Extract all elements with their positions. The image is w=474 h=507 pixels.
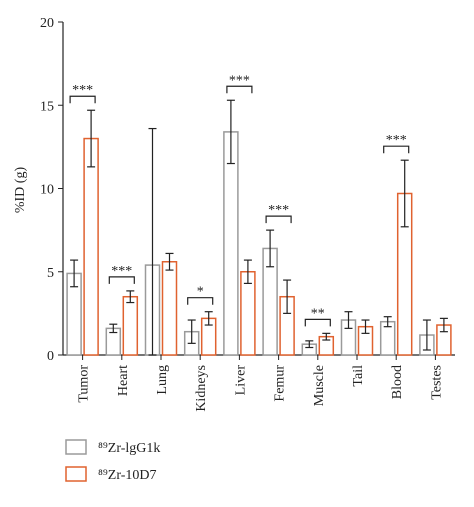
legend-swatch (65, 466, 87, 482)
bar (240, 271, 256, 356)
x-tick-label: Femur (273, 365, 288, 402)
bar (122, 295, 139, 356)
bar (161, 261, 178, 356)
significance-label: ** (311, 306, 325, 321)
bar (223, 131, 239, 356)
significance-label: *** (268, 203, 289, 218)
significance-bracket (383, 145, 410, 154)
x-tick-label: Heart (116, 365, 131, 396)
x-tick-label: Tail (351, 365, 366, 387)
x-tick-label: Lung (155, 365, 170, 395)
y-tick-label: 20 (40, 16, 54, 31)
x-tick-label: Blood (390, 365, 405, 399)
y-axis-label: %ID (g) (13, 167, 28, 214)
x-tick-label: Tumor (77, 365, 92, 403)
x-tick-label: Testes (429, 365, 444, 400)
significance-bracket (265, 215, 292, 224)
x-tick-label: Kidneys (194, 365, 209, 412)
significance-label: *** (386, 133, 407, 148)
legend-label: ⁸⁹Zr-lgG1k (98, 441, 160, 456)
legend-label: ⁸⁹Zr-10D7 (98, 468, 156, 483)
legend-swatch (65, 439, 87, 455)
significance-bracket (69, 95, 96, 104)
significance-label: *** (111, 264, 132, 279)
bar (83, 137, 99, 356)
significance-label: *** (72, 83, 93, 98)
significance-bracket (187, 297, 214, 305)
x-tick-label: Liver (233, 365, 248, 396)
y-tick-label: 10 (40, 183, 54, 198)
significance-bracket (108, 276, 135, 284)
significance-bracket (304, 318, 331, 327)
y-tick-label: 0 (47, 349, 54, 364)
significance-bracket (226, 85, 253, 94)
significance-label: * (197, 285, 204, 300)
significance-label: *** (229, 73, 250, 88)
y-tick-label: 15 (40, 99, 54, 114)
x-tick-label: Muscle (312, 365, 327, 406)
y-tick-label: 5 (47, 266, 54, 281)
